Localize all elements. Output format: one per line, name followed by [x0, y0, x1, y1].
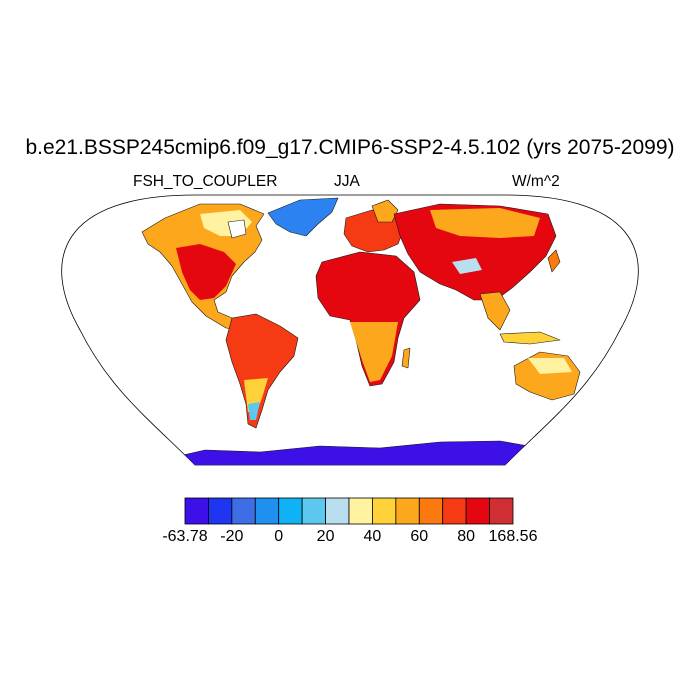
- colorbar: [184, 497, 514, 525]
- southeast-asia-region: [479, 291, 511, 331]
- colorbar-swatch: [184, 497, 209, 525]
- indonesia-region: [499, 331, 561, 345]
- colorbar-tick-label: -63.78: [162, 528, 208, 545]
- south-america-region: [225, 313, 299, 429]
- australia-north-region: [528, 358, 572, 374]
- colorbar-swatch: [489, 497, 514, 525]
- variable-name: FSH_TO_COUPLER: [133, 173, 278, 190]
- madagascar: [401, 347, 411, 369]
- africa-south-region: [350, 322, 398, 382]
- greenland-region: [267, 197, 339, 237]
- colorbar-swatch: [325, 497, 350, 525]
- colorbar-swatch: [442, 497, 467, 525]
- colorbar-swatch: [465, 497, 490, 525]
- africa-region: [315, 251, 421, 387]
- new-zealand: [587, 399, 599, 417]
- hudson-bay: [227, 219, 247, 239]
- colorbar-tick-label: 20: [316, 528, 335, 545]
- colorbar-swatch: [231, 497, 256, 525]
- colorbar-tick-label: 80: [457, 528, 476, 545]
- tibet-cool-region: [452, 258, 482, 274]
- colorbar-swatch: [418, 497, 444, 525]
- season-label: JJA: [334, 173, 360, 190]
- colorbar-swatch: [208, 497, 233, 525]
- colorbar-swatch: [254, 497, 280, 525]
- colorbar-swatch: [348, 497, 373, 525]
- colorbar-swatch: [372, 497, 397, 525]
- antarctica-region: [169, 440, 561, 465]
- colorbar-tick-label: 0: [274, 528, 284, 545]
- colorbar-tick-label: 60: [410, 528, 429, 545]
- colorbar-swatch: [301, 497, 326, 525]
- colorbar-swatch: [278, 497, 303, 525]
- colorbar-tick-label: -20: [220, 528, 244, 545]
- japan-region: [547, 249, 561, 273]
- patagonia-cool-region: [248, 402, 260, 420]
- north-america-hot-region: [176, 244, 236, 300]
- plot-title: b.e21.BSSP245cmip6.f09_g17.CMIP6-SSP2-4.…: [25, 136, 675, 159]
- units-label: W/m^2: [512, 173, 560, 190]
- colorbar-tick-label: 40: [363, 528, 382, 545]
- colorbar-tick-label: 168.56: [488, 528, 538, 545]
- siberia-region: [430, 208, 540, 238]
- colorbar-swatch: [395, 497, 420, 525]
